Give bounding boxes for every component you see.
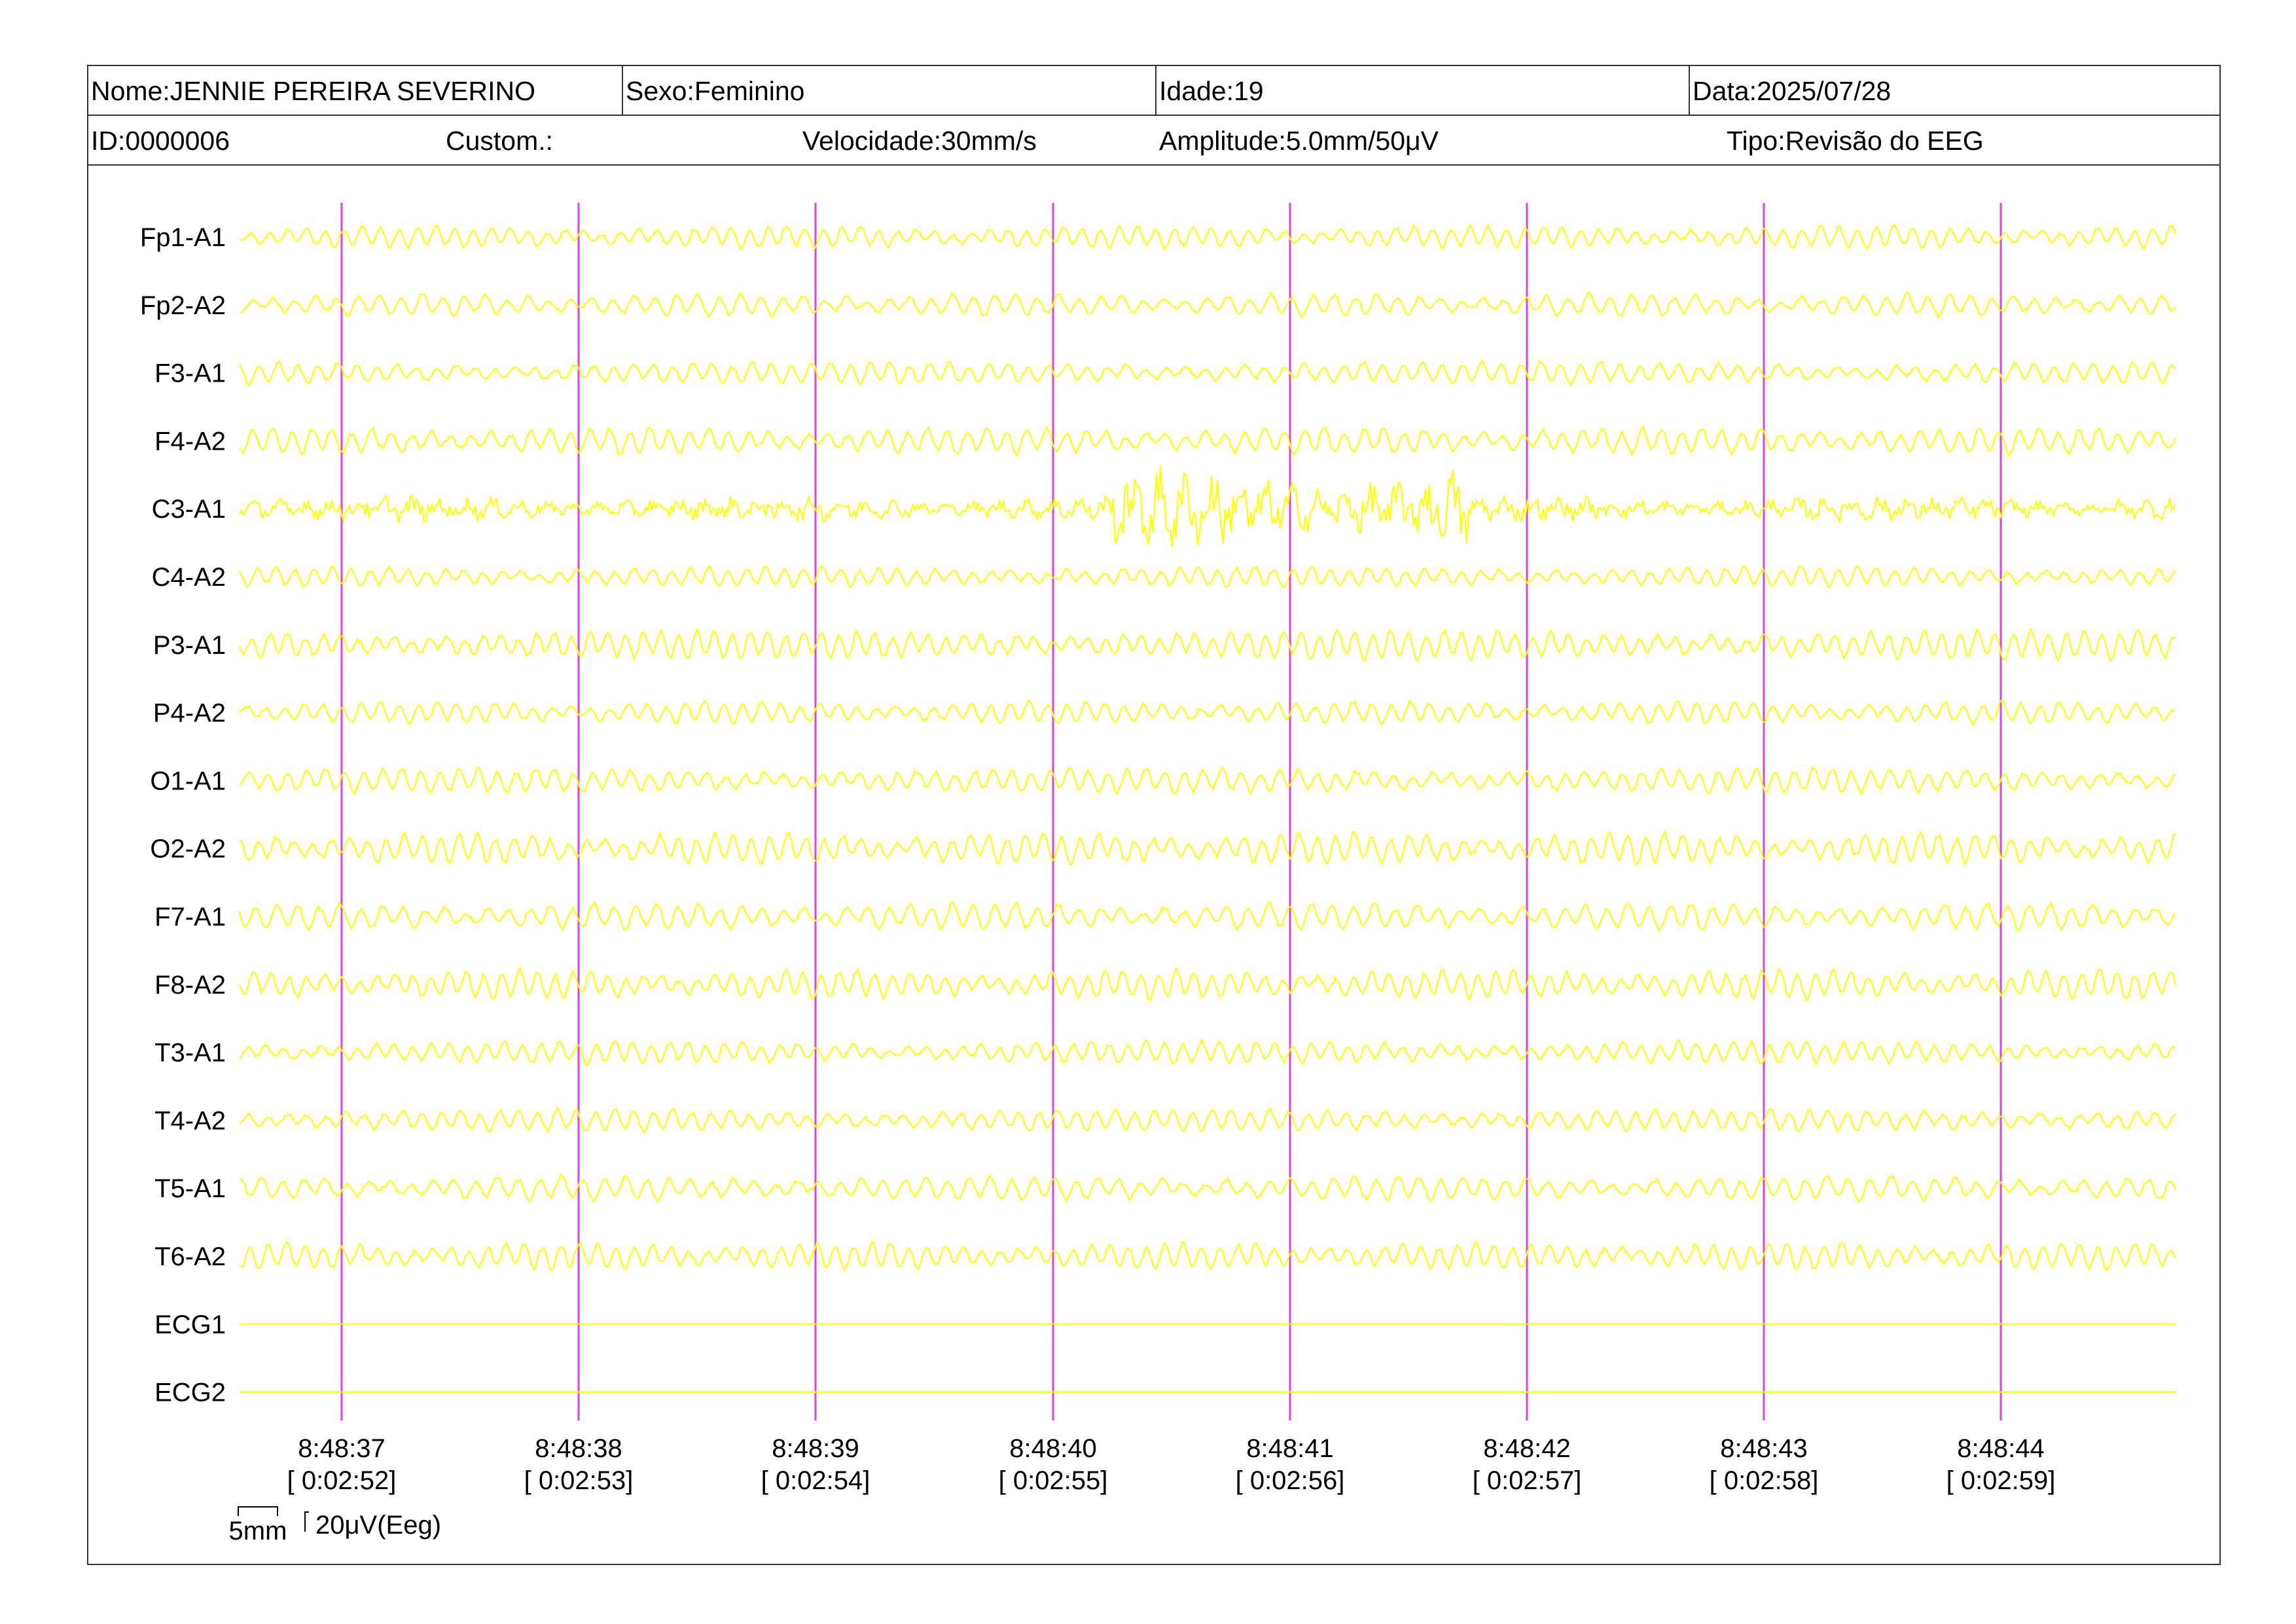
custom-field: Custom.: (446, 126, 554, 156)
clock-time-label: 8:48:38 (535, 1434, 622, 1463)
channel-label: F4-A2 (154, 427, 226, 456)
channel-waveform (238, 627, 2176, 662)
header-row-settings: ID:0000006 Custom.: Velocidade:30mm/s Am… (88, 116, 2219, 166)
channel-label: T4-A2 (154, 1106, 226, 1135)
amplitude-setting: Amplitude:5.0mm/50μV (1159, 126, 1439, 156)
clock-time-label: 8:48:41 (1246, 1434, 1333, 1463)
channel-label: F8-A2 (154, 971, 226, 1000)
patient-id: ID:0000006 (91, 126, 230, 156)
speed-setting: Velocidade:30mm/s (802, 126, 1037, 156)
time-scale-label: 5mm (229, 1517, 287, 1545)
channel-waveform (239, 766, 2176, 796)
channel-waveform (239, 1240, 2176, 1272)
channel-label: O2-A2 (150, 835, 226, 863)
second-markers (340, 203, 2002, 1420)
channel-waveform (239, 698, 2176, 727)
channel-waveform (239, 291, 2176, 319)
time-labels: 8:48:37 [ 0:02:52] 8:48:38 [ 0:02:53] 8:48:3… (287, 1434, 2056, 1495)
channel-label: C4-A2 (152, 563, 226, 592)
channel-waveform (239, 359, 2176, 387)
elapsed-time-label: [ 0:02:56] (1236, 1466, 1345, 1495)
header-row-patient: Nome:JENNIE PEREIRA SEVERINO Sexo:Femini… (88, 66, 2219, 116)
clock-time-label: 8:48:44 (1957, 1434, 2044, 1463)
channel-waveform (239, 1172, 2177, 1203)
elapsed-time-label: [ 0:02:53] (524, 1466, 634, 1495)
channel-label: O1-A1 (150, 767, 226, 795)
channel-label: T5-A1 (154, 1174, 226, 1203)
clock-time-label: 8:48:40 (1009, 1434, 1096, 1463)
channel-waveform (239, 565, 2176, 589)
channel-waveform (239, 830, 2176, 866)
scale-bar: 5mm 20μV(Eeg) (229, 1506, 441, 1545)
channel-label: C3-A1 (152, 495, 226, 524)
patient-age: Idade:19 (1155, 66, 1689, 115)
channel-waveform (238, 965, 2177, 1002)
eeg-report-sheet: Nome:JENNIE PEREIRA SEVERINO Sexo:Femini… (87, 65, 2221, 1565)
elapsed-time-label: [ 0:02:58] (1710, 1466, 1819, 1495)
elapsed-time-label: [ 0:02:55] (999, 1466, 1108, 1495)
channel-label: T6-A2 (154, 1242, 226, 1271)
clock-time-label: 8:48:42 (1483, 1434, 1570, 1463)
exam-date: Data:2025/07/28 (1689, 66, 2219, 115)
channel-label: F7-A1 (154, 903, 226, 931)
channel-label: Fp1-A1 (140, 223, 226, 252)
channel-waveforms (238, 223, 2177, 1393)
channel-waveform (239, 1107, 2176, 1134)
channel-label: P4-A2 (153, 699, 226, 728)
channel-label: T3-A1 (154, 1039, 226, 1068)
channel-waveform (239, 1038, 2176, 1066)
clock-time-label: 8:48:43 (1720, 1434, 1807, 1463)
channel-waveform (238, 900, 2176, 933)
channel-label: Fp2-A2 (140, 291, 226, 320)
channel-label: P3-A1 (153, 631, 226, 660)
elapsed-time-label: [ 0:02:57] (1473, 1466, 1582, 1495)
channel-label: ECG2 (154, 1379, 226, 1407)
channel-waveform (239, 223, 2177, 251)
channel-waveform (239, 465, 2176, 547)
clock-time-label: 8:48:37 (298, 1434, 385, 1463)
review-type: Tipo:Revisão do EEG (1727, 126, 1984, 156)
channel-waveform (239, 425, 2177, 458)
patient-sex: Sexo:Feminino (622, 66, 1155, 115)
amp-scale-label: 20μV(Eeg) (315, 1511, 441, 1540)
channel-label: ECG1 (154, 1310, 226, 1339)
channel-label: F3-A1 (154, 359, 226, 388)
clock-time-label: 8:48:39 (772, 1434, 859, 1463)
time-scale-bracket (238, 1506, 278, 1516)
amp-scale-bracket (304, 1511, 309, 1532)
patient-name: Nome:JENNIE PEREIRA SEVERINO (91, 76, 535, 106)
channel-labels: Fp1-A1 Fp2-A2 F3-A1 F4-A2 C3-A1 C4-A2 P3-A1 P4-… (140, 223, 226, 1407)
elapsed-time-label: [ 0:02:52] (287, 1466, 397, 1495)
elapsed-time-label: [ 0:02:54] (761, 1466, 870, 1495)
elapsed-time-label: [ 0:02:59] (1946, 1466, 2056, 1495)
